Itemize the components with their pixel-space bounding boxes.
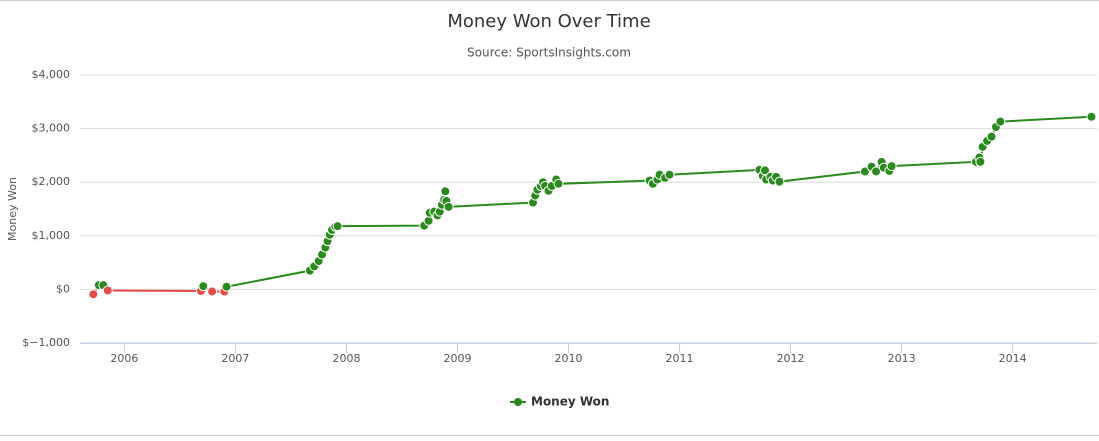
point (553, 178, 564, 189)
x-tick-label: 2008 (332, 352, 360, 365)
legend-label: Money Won (531, 395, 609, 409)
point (102, 285, 113, 296)
point (423, 215, 434, 226)
legend-marker (514, 398, 522, 406)
point (664, 169, 675, 180)
y-tick-label: $2,000 (32, 175, 71, 188)
series-line-negative (92, 289, 227, 295)
x-tick-label: 2006 (110, 352, 138, 365)
point (88, 289, 99, 300)
point (443, 201, 454, 212)
series-line (95, 115, 1092, 290)
y-tick-label: $1,000 (32, 229, 71, 242)
x-tick-label: 2014 (999, 352, 1027, 365)
chart-title: Money Won Over Time (447, 11, 650, 32)
y-tick-label: $4,000 (32, 68, 71, 81)
chart-subtitle: Source: SportsInsights.com (467, 46, 631, 60)
x-tick-label: 2007 (221, 352, 249, 365)
y-tick-label: $−1,000 (22, 336, 70, 349)
point (975, 156, 986, 167)
x-tick-label: 2011 (666, 352, 694, 365)
point (774, 176, 785, 187)
x-tick-label: 2010 (555, 352, 583, 365)
point (198, 281, 209, 292)
point (995, 116, 1006, 127)
x-tick-label: 2012 (777, 352, 805, 365)
point (207, 286, 218, 297)
point (440, 186, 451, 197)
x-tick-label: 2013 (888, 352, 916, 365)
y-axis-label: Money Won (6, 177, 19, 241)
point (332, 221, 343, 232)
x-tick-label: 2009 (443, 352, 471, 365)
y-tick-label: $0 (56, 282, 70, 295)
point (886, 161, 897, 172)
point (1086, 111, 1097, 122)
y-tick-label: $3,000 (32, 122, 71, 135)
point (986, 131, 997, 142)
point (859, 166, 870, 177)
point (221, 281, 232, 292)
